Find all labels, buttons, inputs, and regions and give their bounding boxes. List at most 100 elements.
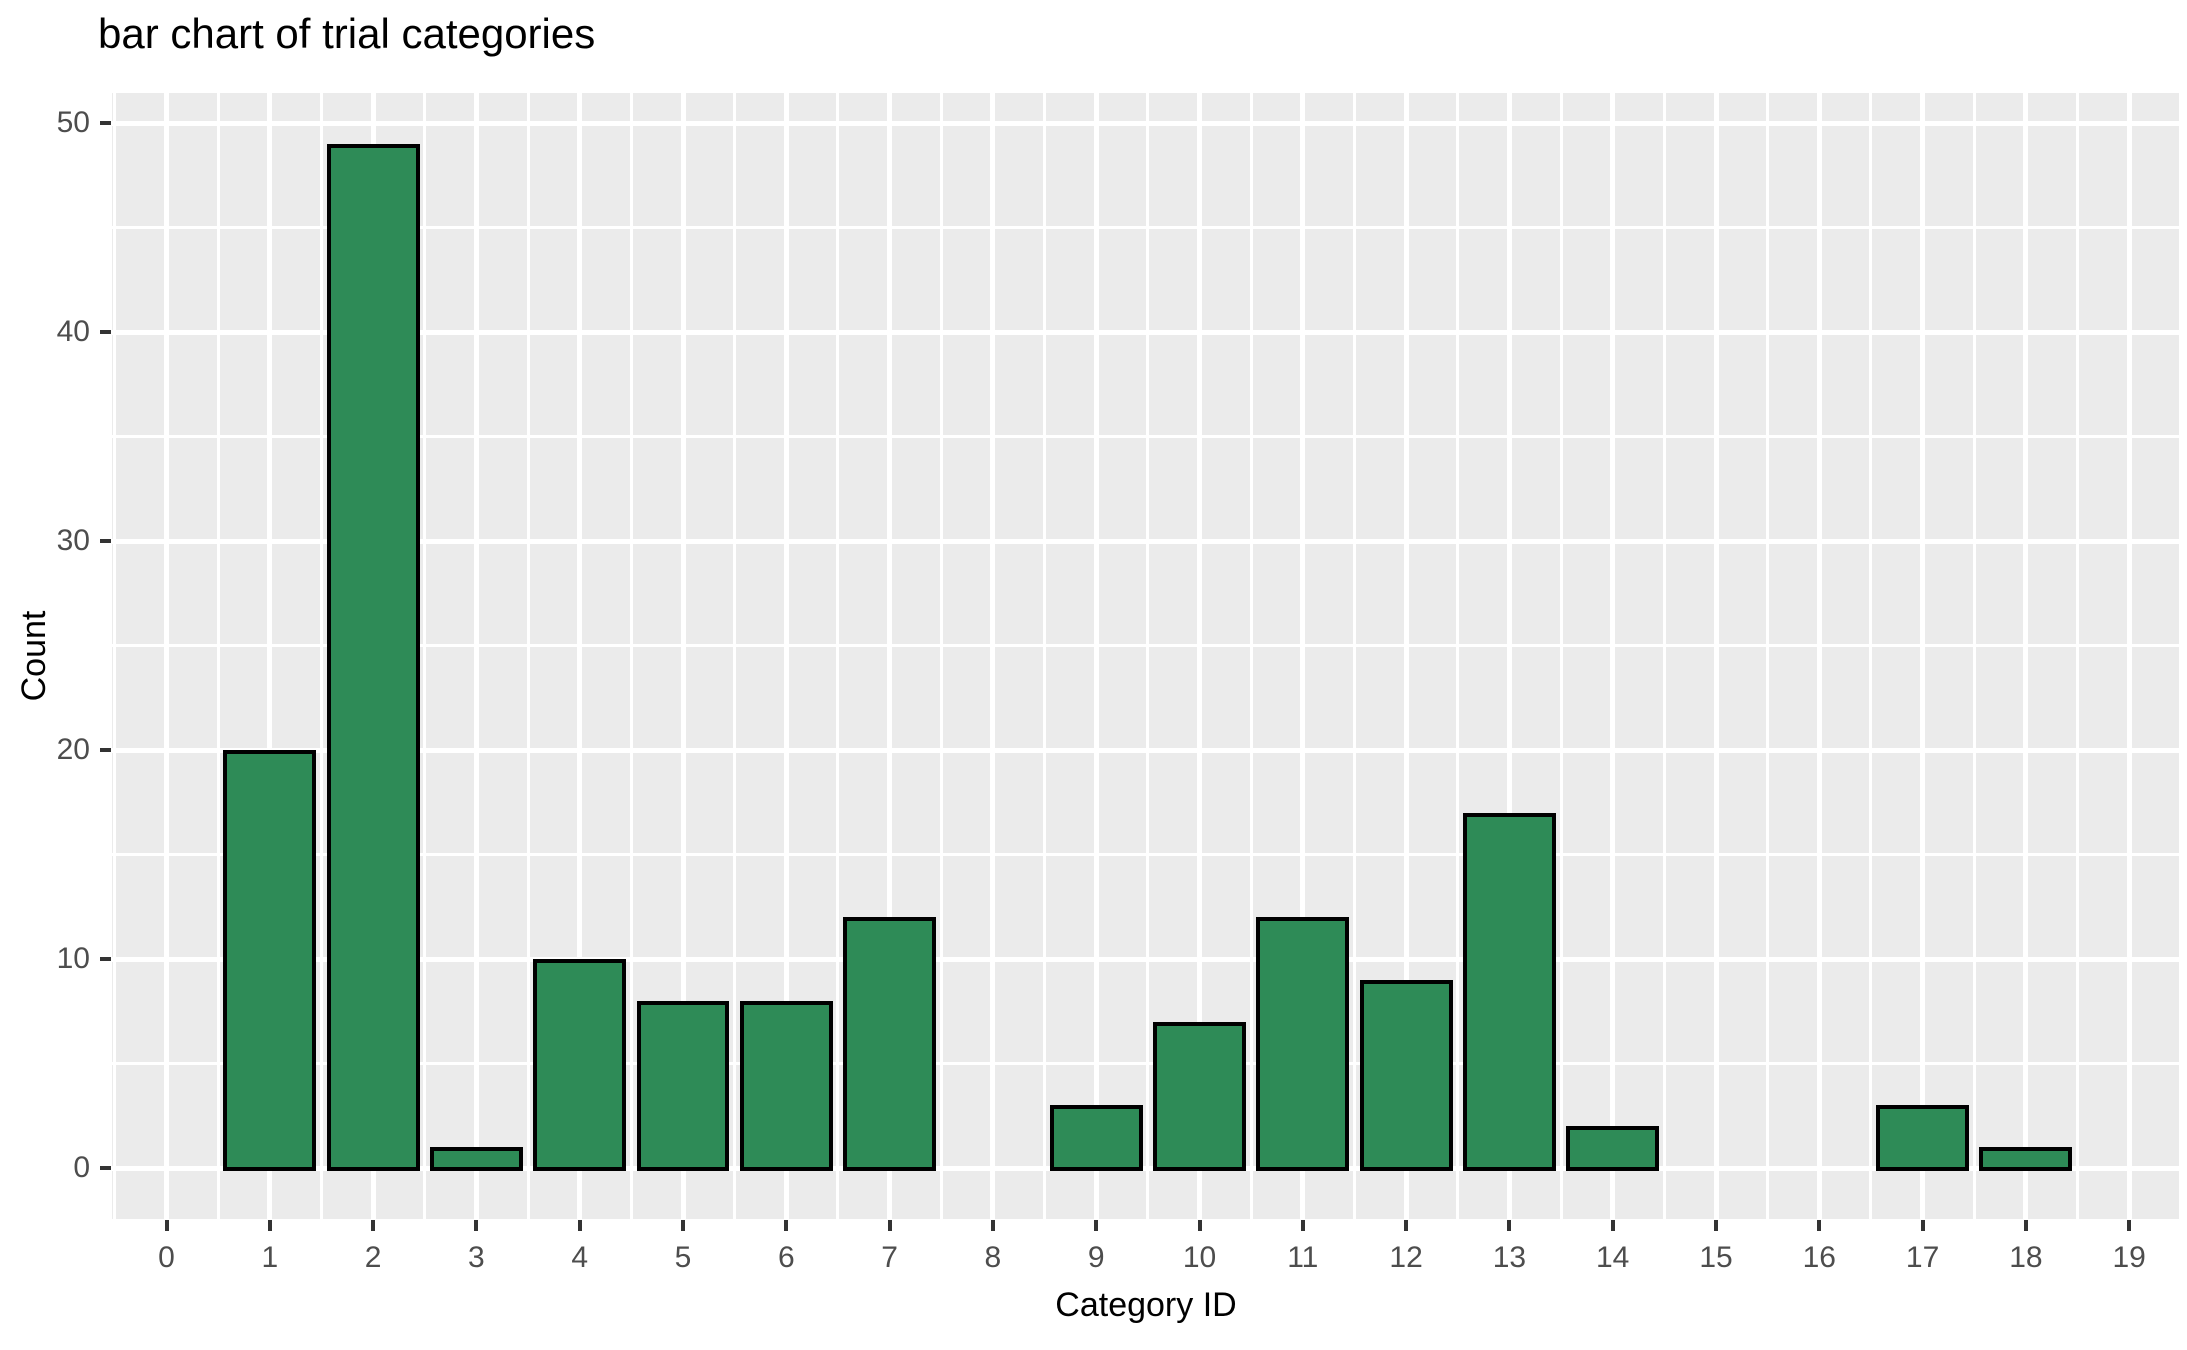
bar: [1153, 1021, 1246, 1171]
gridline-minor-vertical: [1972, 93, 1976, 1219]
y-tick-label: 40: [56, 315, 90, 348]
gridline-major-vertical: [1713, 93, 1719, 1219]
y-tick-mark: [100, 1166, 111, 1170]
y-tick-label: 50: [56, 106, 90, 139]
x-tick-mark: [1404, 1220, 1409, 1231]
x-tick-label: 15: [1699, 1241, 1733, 1274]
gridline-minor-vertical: [733, 93, 737, 1219]
x-tick-mark: [371, 1220, 376, 1231]
x-tick-label: 18: [2009, 1241, 2043, 1274]
gridline-minor-vertical: [1456, 93, 1460, 1219]
bar: [429, 1147, 523, 1171]
gridline-minor-horizontal: [112, 1062, 2181, 1065]
bar: [843, 917, 937, 1171]
gridline-major-vertical: [1920, 93, 1926, 1219]
y-tick-mark: [100, 748, 111, 752]
x-tick-label: 1: [261, 1241, 279, 1274]
gridline-minor-vertical: [629, 93, 633, 1219]
gridline-minor-horizontal: [112, 226, 2181, 229]
x-tick-mark: [784, 1220, 789, 1231]
bar: [1566, 1126, 1660, 1171]
x-tick-mark: [2023, 1220, 2028, 1231]
y-tick-mark: [100, 539, 111, 543]
bar: [1876, 1105, 1970, 1171]
gridline-major-vertical: [1506, 93, 1512, 1219]
x-tick-label: 11: [1287, 1241, 1319, 1274]
bar: [1256, 917, 1350, 1171]
gridline-minor-vertical: [216, 93, 220, 1219]
gridline-minor-vertical: [1559, 93, 1563, 1219]
gridline-minor-vertical: [113, 93, 117, 1219]
gridline-minor-vertical: [526, 93, 530, 1219]
y-tick-label: 10: [56, 942, 90, 975]
gridline-major-horizontal: [112, 538, 2181, 544]
x-tick-label: 7: [881, 1241, 898, 1274]
y-tick-label: 0: [73, 1151, 90, 1184]
x-tick-mark: [474, 1220, 479, 1231]
x-tick-mark: [2127, 1220, 2132, 1231]
chart-title: bar chart of trial categories: [98, 10, 596, 57]
x-tick-label: 2: [364, 1241, 382, 1274]
x-tick-mark: [887, 1220, 892, 1231]
gridline-major-vertical: [1610, 93, 1616, 1219]
x-tick-label: 19: [2112, 1241, 2146, 1274]
x-axis-title: Category ID: [1055, 1286, 1237, 1324]
x-tick-label: 8: [984, 1241, 1002, 1274]
y-tick-mark: [100, 330, 111, 334]
bar: [1979, 1147, 2073, 1171]
x-tick-mark: [1507, 1220, 1512, 1231]
gridline-minor-vertical: [2179, 93, 2181, 1219]
x-tick-mark: [990, 1220, 995, 1231]
bar: [1359, 979, 1453, 1171]
gridline-minor-vertical: [836, 93, 840, 1219]
bar: [223, 750, 317, 1171]
x-tick-mark: [1094, 1220, 1099, 1231]
x-tick-label: 10: [1182, 1241, 1217, 1274]
x-tick-label: 6: [777, 1241, 795, 1274]
gridline-minor-vertical: [1249, 93, 1253, 1219]
bar: [739, 1000, 833, 1171]
x-tick-label: 4: [571, 1241, 589, 1274]
x-tick-mark: [1300, 1220, 1305, 1231]
gridline-major-vertical: [473, 93, 479, 1219]
gridline-minor-vertical: [1352, 93, 1356, 1219]
y-tick-label: 30: [56, 524, 90, 557]
gridline-minor-horizontal: [112, 853, 2181, 856]
gridline-major-vertical: [1197, 93, 1202, 1219]
x-tick-mark: [164, 1220, 169, 1231]
gridline-minor-vertical: [939, 93, 943, 1219]
gridline-minor-vertical: [2076, 93, 2080, 1219]
gridline-major-vertical: [577, 93, 583, 1219]
bar: [636, 1000, 730, 1171]
gridline-major-vertical: [1300, 93, 1306, 1219]
gridline-major-horizontal: [112, 329, 2181, 335]
gridline-minor-horizontal: [112, 435, 2181, 438]
gridline-minor-vertical: [1146, 93, 1150, 1219]
x-tick-label: 3: [468, 1241, 485, 1274]
gridline-minor-vertical: [1869, 93, 1873, 1219]
x-tick-mark: [681, 1220, 685, 1231]
bar: [1462, 812, 1556, 1171]
y-axis-title: Count: [15, 610, 53, 702]
gridline-major-vertical: [680, 93, 686, 1219]
x-tick-label: 13: [1492, 1241, 1527, 1274]
gridline-minor-horizontal: [112, 644, 2181, 647]
gridline-major-horizontal: [112, 1165, 2181, 1171]
x-tick-mark: [1197, 1220, 1202, 1231]
gridline-major-vertical: [2126, 93, 2132, 1219]
x-tick-label: 14: [1596, 1241, 1630, 1274]
gridline-minor-vertical: [1766, 93, 1770, 1219]
x-tick-label: 17: [1905, 1241, 1940, 1274]
bar: [326, 143, 420, 1171]
bar: [533, 959, 627, 1171]
x-tick-mark: [1817, 1220, 1822, 1231]
y-tick-label: 20: [56, 733, 90, 766]
x-tick-label: 0: [158, 1241, 175, 1274]
gridline-major-vertical: [1403, 93, 1409, 1219]
x-tick-label: 9: [1087, 1241, 1105, 1274]
gridline-minor-vertical: [319, 93, 323, 1219]
gridline-major-horizontal: [112, 956, 2181, 962]
gridline-major-horizontal: [112, 747, 2181, 753]
gridline-minor-vertical: [1043, 93, 1047, 1219]
